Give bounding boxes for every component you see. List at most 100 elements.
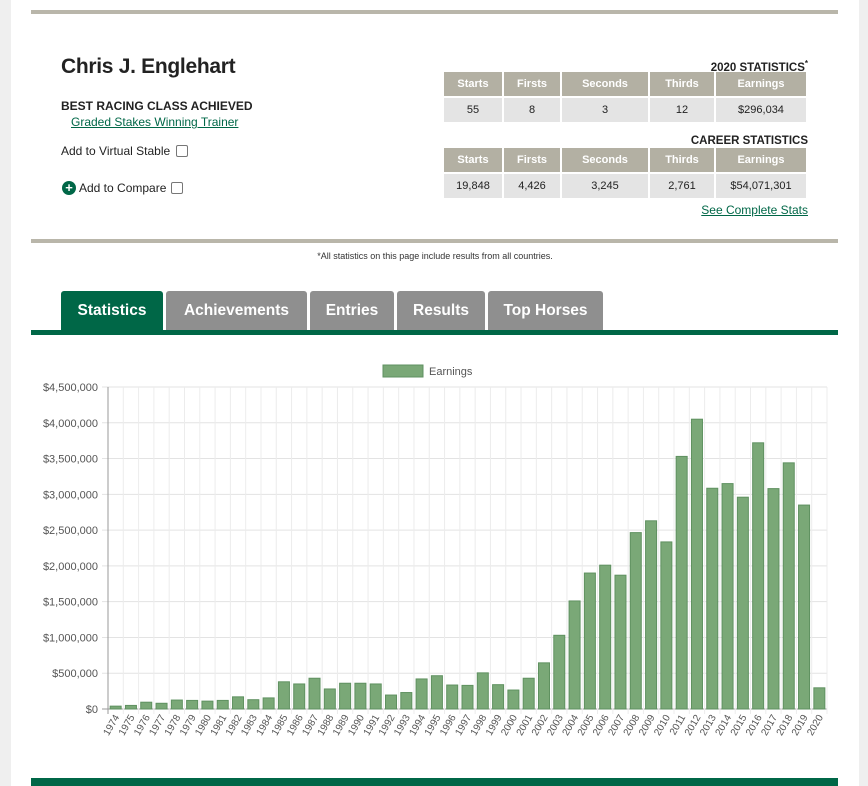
- earnings-bar[interactable]: [721, 483, 734, 710]
- year-stats-header: Firsts: [504, 72, 560, 96]
- earnings-bar[interactable]: [140, 701, 153, 710]
- earnings-bar[interactable]: [782, 462, 795, 710]
- tab-statistics[interactable]: Statistics: [61, 291, 163, 331]
- earnings-bar[interactable]: [247, 699, 260, 710]
- earnings-bar[interactable]: [690, 418, 703, 710]
- y-tick-label: $4,000,000: [43, 418, 98, 430]
- y-tick-label: $500,000: [52, 668, 98, 680]
- disclaimer-text: *All statistics on this page include res…: [317, 251, 553, 261]
- tab-results[interactable]: Results: [397, 291, 485, 331]
- y-tick-label: $3,000,000: [43, 489, 98, 501]
- compare-label: Add to Compare: [79, 181, 167, 195]
- year-stats-value-row: 55 8 3 12 $296,034: [444, 96, 806, 122]
- earnings-bar[interactable]: [537, 662, 550, 710]
- earnings-bar[interactable]: [507, 689, 520, 710]
- year-stats-header-row: Starts Firsts Seconds Thirds Earnings: [444, 72, 806, 96]
- virtual-stable-checkbox[interactable]: [176, 145, 189, 157]
- y-tick-label: $2,500,000: [43, 525, 98, 537]
- earnings-bar[interactable]: [369, 683, 382, 710]
- compare-row: + Add to Compare: [62, 181, 184, 195]
- plus-icon[interactable]: +: [62, 181, 76, 195]
- earnings-bar[interactable]: [232, 696, 245, 710]
- earnings-bar[interactable]: [706, 487, 719, 710]
- legend-swatch: [382, 364, 424, 378]
- career-stats-value: 4,426: [504, 172, 560, 198]
- earnings-bar[interactable]: [323, 688, 336, 710]
- earnings-bar[interactable]: [461, 684, 474, 710]
- earnings-bar[interactable]: [798, 504, 811, 710]
- earnings-bar[interactable]: [354, 682, 367, 710]
- career-stats-header-row: Starts Firsts Seconds Thirds Earnings: [444, 148, 806, 172]
- earnings-bar[interactable]: [568, 600, 581, 710]
- earnings-bar[interactable]: [813, 687, 826, 710]
- virtual-stable-label: Add to Virtual Stable: [61, 144, 171, 158]
- earnings-bar[interactable]: [614, 574, 627, 710]
- earnings-bar[interactable]: [629, 532, 642, 710]
- earnings-bar[interactable]: [385, 694, 398, 710]
- compare-checkbox[interactable]: [171, 182, 184, 194]
- year-stats-header: Thirds: [650, 72, 714, 96]
- earnings-bar[interactable]: [492, 684, 505, 710]
- earnings-chart: Earnings $0 $500,000 $1,000,000 $1,500,000 $2…: [43, 364, 828, 738]
- earnings-bar[interactable]: [339, 682, 352, 710]
- earnings-bar[interactable]: [767, 488, 780, 710]
- year-stats-header: Earnings: [716, 72, 806, 96]
- earnings-bar[interactable]: [660, 541, 673, 710]
- y-tick-label: $0: [86, 704, 98, 716]
- earnings-bar[interactable]: [675, 455, 688, 710]
- earnings-bar[interactable]: [736, 496, 749, 710]
- career-stats-value: 3,245: [562, 172, 648, 198]
- earnings-bar[interactable]: [400, 692, 413, 710]
- earnings-bar[interactable]: [201, 700, 214, 710]
- tab-entries[interactable]: Entries: [310, 291, 394, 331]
- y-tick-label: $3,500,000: [43, 454, 98, 466]
- career-stats-value: $54,071,301: [716, 172, 806, 198]
- x-tick-label: 2010: [652, 713, 673, 738]
- earnings-bar[interactable]: [430, 675, 443, 710]
- bottom-divider: [31, 778, 838, 786]
- earnings-bar[interactable]: [752, 442, 765, 710]
- earnings-bar[interactable]: [553, 634, 566, 710]
- top-divider: [31, 10, 838, 14]
- year-stats-header: Starts: [444, 72, 502, 96]
- best-class-link[interactable]: Graded Stakes Winning Trainer: [71, 115, 239, 129]
- y-tick-label: $1,500,000: [43, 597, 98, 609]
- legend-label: Earnings: [429, 366, 473, 378]
- career-stats-header: Firsts: [504, 148, 560, 172]
- earnings-bar[interactable]: [262, 697, 275, 710]
- earnings-bar[interactable]: [293, 683, 306, 710]
- career-stats-header: Starts: [444, 148, 502, 172]
- earnings-bar[interactable]: [599, 564, 612, 710]
- trainer-name: Chris J. Englehart: [61, 55, 236, 78]
- earnings-bar[interactable]: [216, 699, 229, 710]
- earnings-bar[interactable]: [277, 681, 290, 710]
- earnings-bar[interactable]: [308, 677, 321, 710]
- career-stats-title: CAREER STATISTICS: [690, 135, 808, 147]
- year-stats-value: 8: [504, 96, 560, 122]
- virtual-stable-row: Add to Virtual Stable: [61, 144, 189, 158]
- tab-bar: Statistics Achievements Entries Results …: [61, 291, 603, 331]
- earnings-bar[interactable]: [645, 520, 658, 710]
- earnings-bar[interactable]: [446, 684, 459, 710]
- earnings-bar[interactable]: [415, 678, 428, 710]
- earnings-bar[interactable]: [124, 704, 137, 710]
- earnings-bar[interactable]: [170, 699, 183, 710]
- earnings-bar[interactable]: [476, 672, 489, 710]
- earnings-bar[interactable]: [583, 572, 596, 710]
- y-tick-label: $1,000,000: [43, 632, 98, 644]
- earnings-bar[interactable]: [186, 699, 199, 710]
- career-stats-value: 2,761: [650, 172, 714, 198]
- tab-top-horses[interactable]: Top Horses: [488, 291, 603, 331]
- page-frame: Chris J. Englehart BEST RACING CLASS ACH…: [11, 0, 859, 786]
- year-stats-title-text: 2020 STATISTICS: [710, 61, 805, 74]
- year-stats-value: $296,034: [716, 96, 806, 122]
- earnings-bar[interactable]: [155, 702, 168, 710]
- earnings-bar[interactable]: [522, 677, 535, 710]
- career-stats-value-row: 19,848 4,426 3,245 2,761 $54,071,301: [444, 172, 806, 198]
- year-stats-value: 12: [650, 96, 714, 122]
- see-complete-stats-link[interactable]: See Complete Stats: [701, 203, 808, 217]
- tab-achievements[interactable]: Achievements: [166, 291, 307, 331]
- earnings-bar[interactable]: [109, 705, 122, 710]
- year-stats-value: 3: [562, 96, 648, 122]
- career-stats-header: Thirds: [650, 148, 714, 172]
